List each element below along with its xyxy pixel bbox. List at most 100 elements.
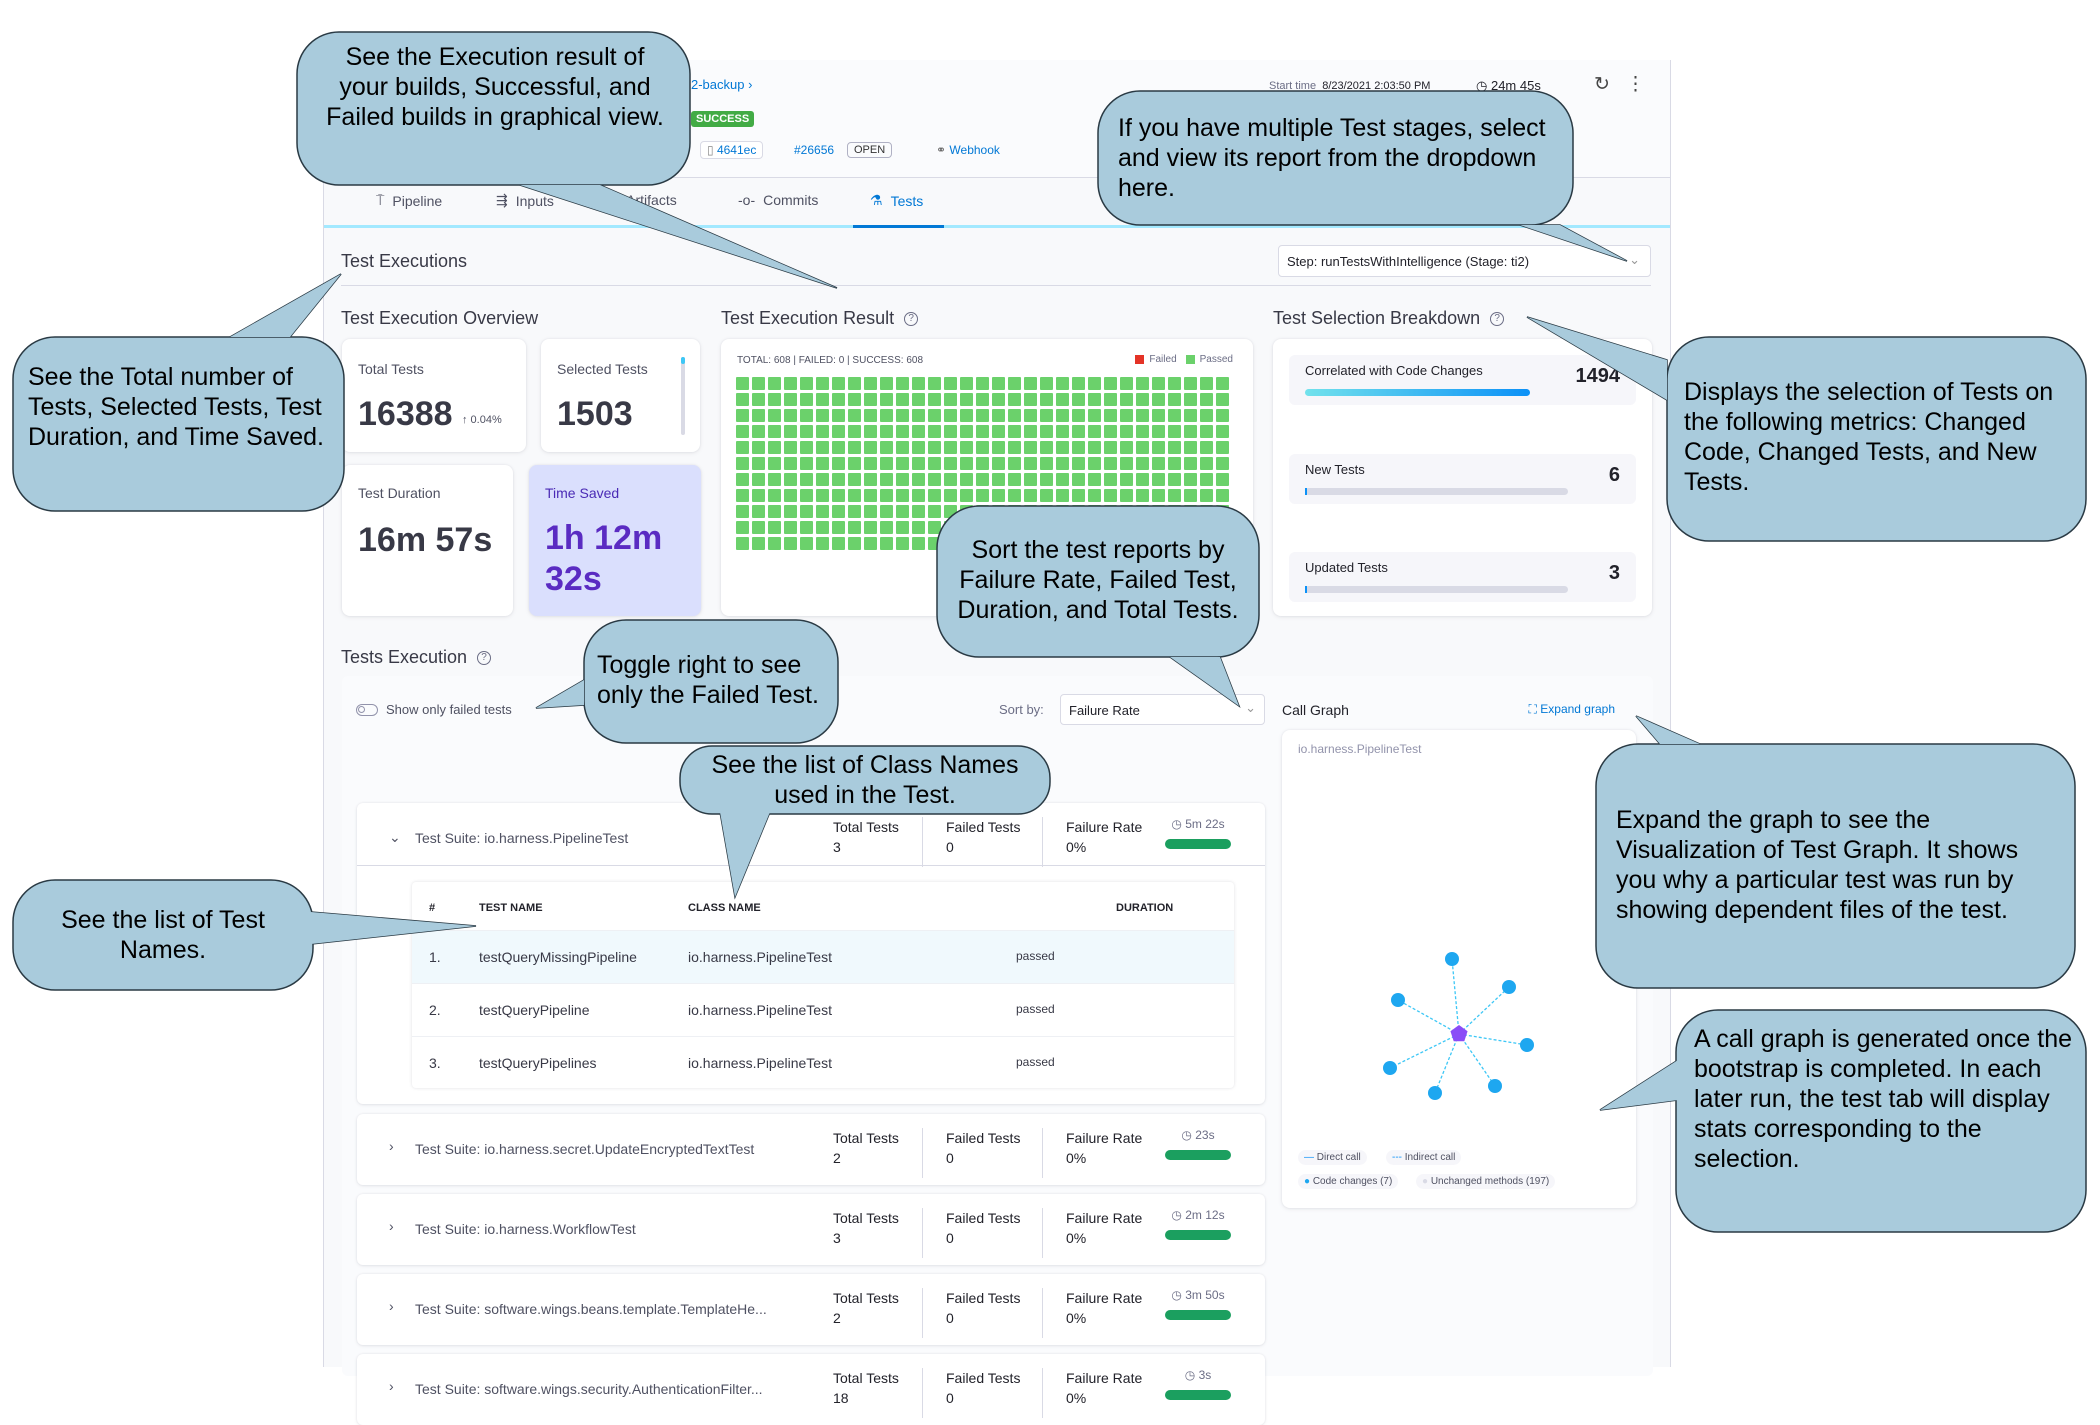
test-result-cell[interactable] bbox=[832, 505, 845, 518]
test-result-cell[interactable] bbox=[976, 377, 989, 390]
test-result-cell[interactable] bbox=[752, 393, 765, 406]
test-result-cell[interactable] bbox=[1200, 377, 1213, 390]
graph-node-changed[interactable] bbox=[1391, 993, 1405, 1007]
test-result-cell[interactable] bbox=[1088, 457, 1101, 470]
test-result-cell[interactable] bbox=[928, 457, 941, 470]
test-result-cell[interactable] bbox=[1168, 441, 1181, 454]
chevron-right-icon[interactable]: › bbox=[389, 1218, 394, 1234]
test-result-cell[interactable] bbox=[736, 393, 749, 406]
test-result-cell[interactable] bbox=[976, 489, 989, 502]
test-result-cell[interactable] bbox=[880, 489, 893, 502]
test-result-cell[interactable] bbox=[1088, 441, 1101, 454]
test-result-cell[interactable] bbox=[1216, 457, 1229, 470]
test-result-cell[interactable] bbox=[832, 521, 845, 534]
test-result-cell[interactable] bbox=[784, 377, 797, 390]
test-result-cell[interactable] bbox=[1024, 409, 1037, 422]
test-result-cell[interactable] bbox=[1072, 425, 1085, 438]
test-result-cell[interactable] bbox=[816, 377, 829, 390]
test-result-cell[interactable] bbox=[768, 489, 781, 502]
test-result-cell[interactable] bbox=[864, 393, 877, 406]
test-result-cell[interactable] bbox=[992, 457, 1005, 470]
test-result-cell[interactable] bbox=[752, 537, 765, 550]
test-result-cell[interactable] bbox=[1040, 473, 1053, 486]
test-result-cell[interactable] bbox=[800, 457, 813, 470]
test-result-cell[interactable] bbox=[960, 425, 973, 438]
test-result-cell[interactable] bbox=[1168, 377, 1181, 390]
test-result-cell[interactable] bbox=[976, 409, 989, 422]
test-result-cell[interactable] bbox=[1056, 393, 1069, 406]
test-result-cell[interactable] bbox=[1200, 441, 1213, 454]
test-result-cell[interactable] bbox=[1088, 409, 1101, 422]
test-result-cell[interactable] bbox=[880, 409, 893, 422]
test-result-cell[interactable] bbox=[896, 473, 909, 486]
test-result-cell[interactable] bbox=[880, 537, 893, 550]
test-result-cell[interactable] bbox=[912, 409, 925, 422]
test-result-cell[interactable] bbox=[912, 521, 925, 534]
test-result-cell[interactable] bbox=[800, 441, 813, 454]
test-result-cell[interactable] bbox=[1136, 393, 1149, 406]
test-result-cell[interactable] bbox=[1152, 473, 1165, 486]
test-result-cell[interactable] bbox=[896, 521, 909, 534]
test-result-cell[interactable] bbox=[816, 521, 829, 534]
test-result-cell[interactable] bbox=[1136, 473, 1149, 486]
test-result-cell[interactable] bbox=[1120, 489, 1133, 502]
test-result-cell[interactable] bbox=[864, 489, 877, 502]
test-result-cell[interactable] bbox=[912, 377, 925, 390]
test-result-cell[interactable] bbox=[800, 537, 813, 550]
test-result-cell[interactable] bbox=[816, 425, 829, 438]
test-result-cell[interactable] bbox=[880, 521, 893, 534]
test-result-cell[interactable] bbox=[848, 473, 861, 486]
test-result-cell[interactable] bbox=[1024, 489, 1037, 502]
test-result-cell[interactable] bbox=[1024, 377, 1037, 390]
test-result-cell[interactable] bbox=[896, 393, 909, 406]
test-result-cell[interactable] bbox=[1168, 457, 1181, 470]
test-result-cell[interactable] bbox=[768, 537, 781, 550]
test-result-cell[interactable] bbox=[928, 393, 941, 406]
test-result-cell[interactable] bbox=[944, 377, 957, 390]
test-result-cell[interactable] bbox=[1104, 473, 1117, 486]
test-result-cell[interactable] bbox=[1104, 377, 1117, 390]
test-result-cell[interactable] bbox=[1184, 393, 1197, 406]
test-result-cell[interactable] bbox=[1040, 457, 1053, 470]
test-result-cell[interactable] bbox=[752, 457, 765, 470]
test-result-cell[interactable] bbox=[1216, 489, 1229, 502]
test-result-cell[interactable] bbox=[1072, 409, 1085, 422]
test-result-cell[interactable] bbox=[784, 393, 797, 406]
test-result-cell[interactable] bbox=[912, 473, 925, 486]
test-result-cell[interactable] bbox=[928, 425, 941, 438]
test-result-cell[interactable] bbox=[816, 409, 829, 422]
test-suite[interactable]: ⌄ Test Suite: io.harness.PipelineTest To… bbox=[357, 803, 1265, 1104]
test-result-cell[interactable] bbox=[992, 393, 1005, 406]
failed-only-toggle[interactable]: Show only failed tests bbox=[356, 702, 512, 717]
test-result-cell[interactable] bbox=[1008, 489, 1021, 502]
help-icon[interactable]: ? bbox=[904, 312, 919, 327]
expand-graph-link[interactable]: ⛶ Expand graph bbox=[1528, 702, 1615, 716]
graph-node-changed[interactable] bbox=[1488, 1079, 1502, 1093]
test-result-cell[interactable] bbox=[1008, 393, 1021, 406]
test-result-cell[interactable] bbox=[752, 505, 765, 518]
test-result-cell[interactable] bbox=[1104, 425, 1117, 438]
test-result-cell[interactable] bbox=[1056, 457, 1069, 470]
test-result-cell[interactable] bbox=[1088, 425, 1101, 438]
test-result-cell[interactable] bbox=[912, 393, 925, 406]
graph-node-changed[interactable] bbox=[1520, 1038, 1534, 1052]
test-result-cell[interactable] bbox=[1040, 409, 1053, 422]
test-result-cell[interactable] bbox=[912, 537, 925, 550]
table-row[interactable]: 1. testQueryMissingPipeline io.harness.P… bbox=[412, 930, 1234, 983]
test-result-cell[interactable] bbox=[864, 425, 877, 438]
test-result-cell[interactable] bbox=[1184, 473, 1197, 486]
test-result-cell[interactable] bbox=[784, 489, 797, 502]
test-result-cell[interactable] bbox=[784, 457, 797, 470]
test-result-cell[interactable] bbox=[832, 377, 845, 390]
test-result-cell[interactable] bbox=[752, 377, 765, 390]
test-result-cell[interactable] bbox=[976, 473, 989, 486]
table-row[interactable]: 2. testQueryPipeline io.harness.Pipeline… bbox=[412, 983, 1234, 1036]
test-result-cell[interactable] bbox=[1120, 409, 1133, 422]
test-result-cell[interactable] bbox=[848, 489, 861, 502]
test-result-cell[interactable] bbox=[736, 409, 749, 422]
test-result-cell[interactable] bbox=[912, 505, 925, 518]
test-result-cell[interactable] bbox=[768, 393, 781, 406]
toggle-switch[interactable] bbox=[356, 703, 378, 716]
test-result-cell[interactable] bbox=[752, 473, 765, 486]
test-result-cell[interactable] bbox=[1088, 473, 1101, 486]
